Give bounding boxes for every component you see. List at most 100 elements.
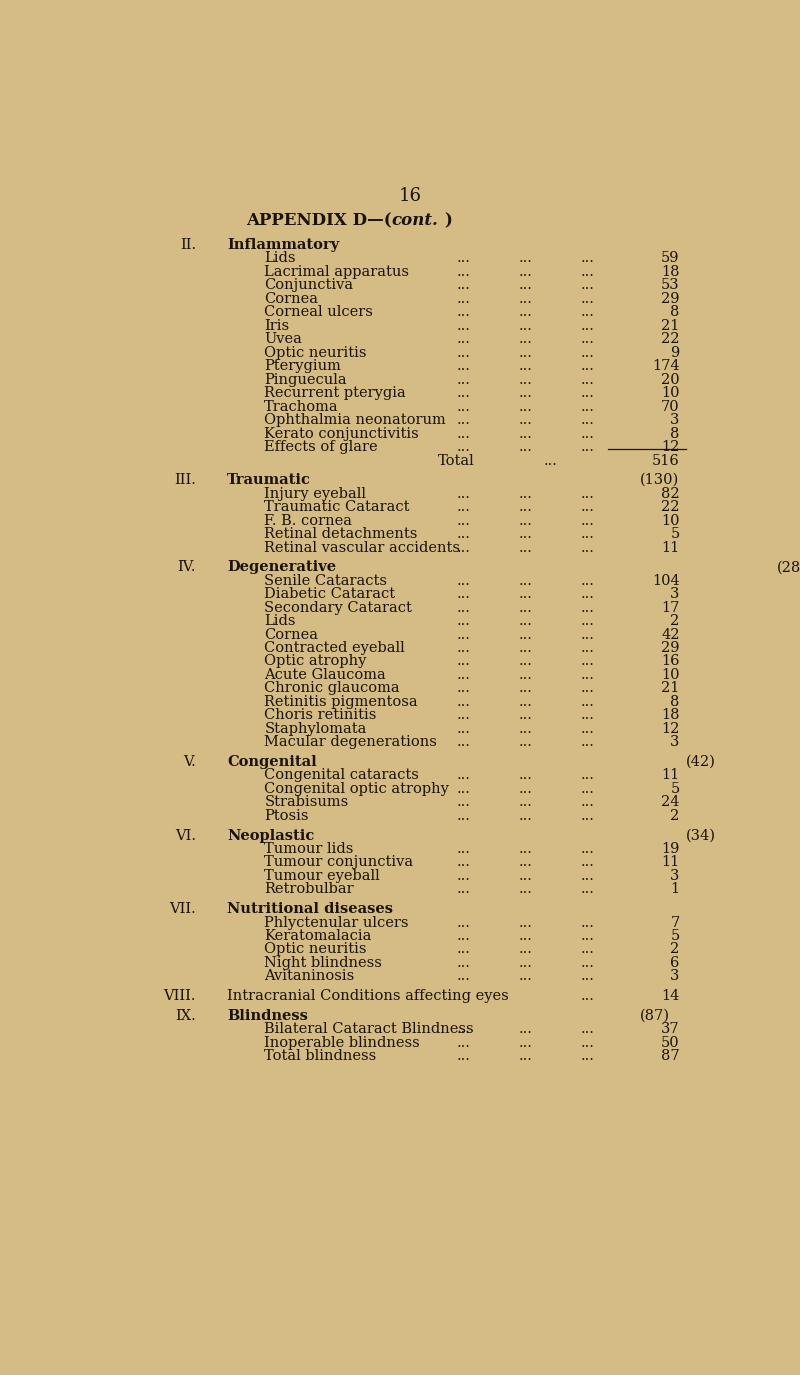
Text: ...: ... (457, 500, 470, 514)
Text: Total blindness: Total blindness (264, 1049, 377, 1063)
Text: Conjunctiva: Conjunctiva (264, 278, 354, 293)
Text: Corneal ulcers: Corneal ulcers (264, 305, 373, 319)
Text: ...: ... (581, 989, 594, 1002)
Text: ...: ... (457, 694, 470, 710)
Text: ...: ... (581, 292, 594, 305)
Text: 18: 18 (662, 708, 680, 722)
Text: ...: ... (581, 573, 594, 587)
Text: 11: 11 (662, 855, 680, 869)
Text: ...: ... (581, 883, 594, 896)
Text: 3: 3 (670, 412, 680, 428)
Text: ...: ... (457, 883, 470, 896)
Text: ...: ... (581, 682, 594, 696)
Text: Retrobulbar: Retrobulbar (264, 883, 354, 896)
Text: Secondary Cataract: Secondary Cataract (264, 601, 412, 615)
Text: 22: 22 (662, 333, 680, 346)
Text: Effects of glare: Effects of glare (264, 440, 378, 454)
Text: Iris: Iris (264, 319, 290, 333)
Text: Cornea: Cornea (264, 627, 318, 642)
Text: ...: ... (518, 573, 532, 587)
Text: 53: 53 (661, 278, 680, 293)
Text: ...: ... (457, 487, 470, 500)
Text: Ophthalmia neonatorum: Ophthalmia neonatorum (264, 412, 446, 428)
Text: ...: ... (518, 722, 532, 736)
Text: ...: ... (543, 454, 557, 468)
Text: Recurrent pterygia: Recurrent pterygia (264, 386, 406, 400)
Text: ...: ... (518, 682, 532, 696)
Text: ...: ... (457, 359, 470, 373)
Text: ...: ... (581, 587, 594, 601)
Text: ...: ... (518, 808, 532, 822)
Text: ...: ... (518, 855, 532, 869)
Text: Retinal vascular accidents: Retinal vascular accidents (264, 540, 460, 554)
Text: 174: 174 (652, 359, 680, 373)
Text: ...: ... (457, 615, 470, 628)
Text: ...: ... (581, 527, 594, 540)
Text: IX.: IX. (175, 1009, 196, 1023)
Text: 12: 12 (662, 722, 680, 736)
Text: 9: 9 (670, 345, 680, 360)
Text: ...: ... (457, 668, 470, 682)
Text: ...: ... (581, 782, 594, 796)
Text: ...: ... (581, 540, 594, 554)
Text: 10: 10 (662, 668, 680, 682)
Text: ...: ... (581, 319, 594, 333)
Text: cont.: cont. (391, 212, 438, 230)
Text: ...: ... (581, 842, 594, 857)
Text: ...: ... (518, 1022, 532, 1037)
Text: Degenerative: Degenerative (227, 560, 336, 575)
Text: Congenital: Congenital (227, 755, 317, 769)
Text: ...: ... (518, 916, 532, 930)
Text: ...: ... (518, 708, 532, 722)
Text: ...: ... (581, 769, 594, 782)
Text: APPENDIX D—(: APPENDIX D—( (246, 212, 391, 230)
Text: Traumatic Cataract: Traumatic Cataract (264, 500, 410, 514)
Text: 22: 22 (662, 500, 680, 514)
Text: ...: ... (581, 400, 594, 414)
Text: 16: 16 (662, 654, 680, 668)
Text: (34): (34) (686, 829, 716, 843)
Text: ...: ... (581, 440, 594, 454)
Text: ...: ... (581, 956, 594, 969)
Text: 17: 17 (662, 601, 680, 615)
Text: ...: ... (581, 601, 594, 615)
Text: 5: 5 (670, 930, 680, 943)
Text: ...: ... (457, 956, 470, 969)
Text: (42): (42) (686, 755, 716, 769)
Text: ...: ... (518, 278, 532, 293)
Text: ...: ... (581, 278, 594, 293)
Text: ...: ... (518, 386, 532, 400)
Text: 2: 2 (670, 808, 680, 822)
Text: ...: ... (457, 1022, 470, 1037)
Text: ...: ... (518, 883, 532, 896)
Text: ...: ... (457, 708, 470, 722)
Text: Optic neuritis: Optic neuritis (264, 942, 366, 957)
Text: Trachoma: Trachoma (264, 400, 339, 414)
Text: 1: 1 (670, 883, 680, 896)
Text: ...: ... (518, 412, 532, 428)
Text: ...: ... (518, 527, 532, 540)
Text: ...: ... (518, 400, 532, 414)
Text: ...: ... (581, 426, 594, 440)
Text: Inflammatory: Inflammatory (227, 238, 339, 252)
Text: ...: ... (457, 769, 470, 782)
Text: ...: ... (457, 795, 470, 810)
Text: V.: V. (183, 755, 196, 769)
Text: 12: 12 (662, 440, 680, 454)
Text: ...: ... (457, 440, 470, 454)
Text: ...: ... (457, 514, 470, 528)
Text: Congenital optic atrophy: Congenital optic atrophy (264, 782, 449, 796)
Text: ...: ... (518, 440, 532, 454)
Text: Acute Glaucoma: Acute Glaucoma (264, 668, 386, 682)
Text: ...: ... (457, 587, 470, 601)
Text: Blindness: Blindness (227, 1009, 308, 1023)
Text: 7: 7 (670, 916, 680, 930)
Text: ...: ... (457, 969, 470, 983)
Text: ...: ... (518, 615, 532, 628)
Text: VIII.: VIII. (163, 989, 196, 1002)
Text: ...: ... (457, 278, 470, 293)
Text: ...: ... (518, 842, 532, 857)
Text: ...: ... (518, 654, 532, 668)
Text: Congenital cataracts: Congenital cataracts (264, 769, 419, 782)
Text: Phlyctenular ulcers: Phlyctenular ulcers (264, 916, 409, 930)
